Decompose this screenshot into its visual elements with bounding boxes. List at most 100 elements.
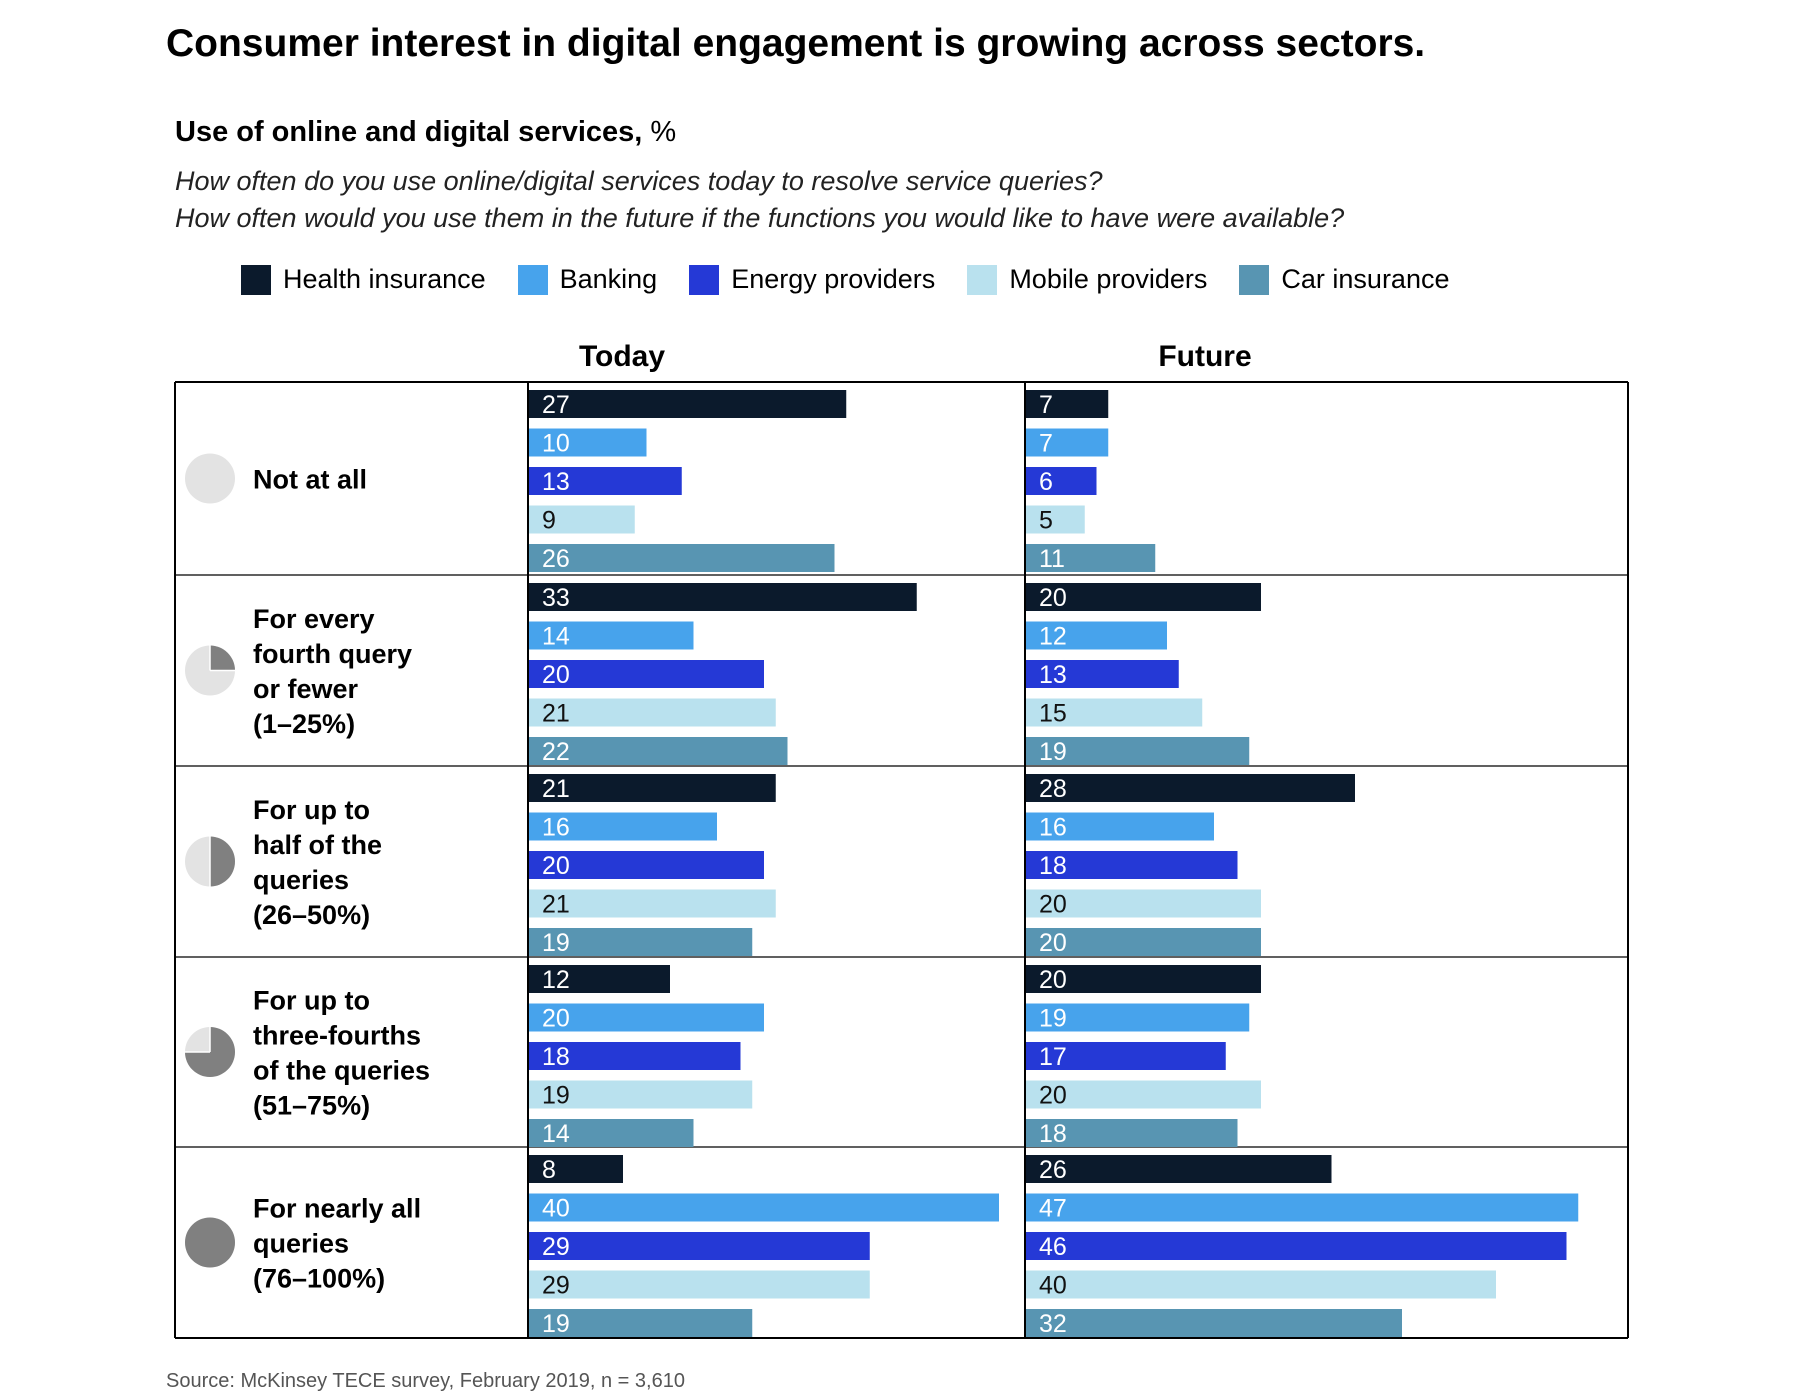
legend-label: Health insurance [283, 264, 486, 294]
bar-today-health-insurance [529, 1155, 623, 1183]
bar-future-banking [1026, 621, 1167, 650]
bar-value-label: 17 [1039, 1043, 1067, 1071]
category-label: queries [253, 865, 349, 895]
bar-value-label: 7 [1039, 391, 1053, 419]
bar-value-label: 20 [1039, 966, 1067, 994]
category-label: For nearly all [253, 1194, 421, 1224]
bar-value-label: 19 [1039, 738, 1067, 766]
bar-value-label: 20 [542, 1005, 570, 1033]
bar-value-label: 18 [1039, 1120, 1067, 1148]
bar-value-label: 19 [1039, 1005, 1067, 1033]
bar-today-banking [529, 812, 717, 841]
bar-future-car-insurance [1026, 1309, 1402, 1337]
bar-future-health-insurance [1026, 1155, 1332, 1183]
category-label: fourth query [253, 639, 412, 669]
bar-value-label: 8 [542, 1156, 556, 1184]
category-label: Not at all [253, 465, 367, 495]
bar-value-label: 20 [1039, 1082, 1067, 1110]
bar-value-label: 6 [1039, 468, 1053, 496]
bar-today-mobile-providers [529, 1270, 870, 1299]
bar-value-label: 12 [542, 966, 570, 994]
bar-today-health-insurance [529, 774, 776, 802]
bar-today-car-insurance [529, 1119, 694, 1147]
category-label: For up to [253, 795, 370, 825]
bar-future-mobile-providers [1026, 1080, 1261, 1109]
bar-value-label: 20 [1039, 584, 1067, 612]
category-label: or fewer [253, 674, 359, 704]
bar-value-label: 16 [542, 814, 570, 842]
category-label: (26–50%) [253, 900, 370, 930]
legend: Health insurance Banking Energy provider… [241, 264, 1481, 295]
bar-today-banking [529, 428, 647, 457]
bar-today-health-insurance [529, 583, 917, 611]
bar-today-mobile-providers [529, 1080, 753, 1109]
bar-value-label: 29 [542, 1272, 570, 1300]
bar-today-mobile-providers [529, 889, 776, 918]
bar-future-health-insurance [1026, 583, 1261, 611]
pie-indicator-background [185, 453, 235, 504]
legend-swatch [689, 264, 720, 295]
category-label: (1–25%) [253, 709, 355, 739]
legend-swatch [517, 264, 548, 295]
pie-indicator-fill [185, 1217, 235, 1268]
bar-value-label: 18 [542, 1043, 570, 1071]
bar-value-label: 13 [1039, 661, 1067, 689]
bar-today-car-insurance [529, 737, 788, 765]
bar-future-health-insurance [1026, 774, 1355, 802]
bar-value-label: 22 [542, 738, 570, 766]
bar-future-banking [1026, 428, 1109, 457]
legend-label: Banking [559, 264, 658, 294]
category-label: queries [253, 1229, 349, 1259]
bar-future-car-insurance [1026, 1119, 1238, 1147]
bar-value-label: 46 [1039, 1233, 1067, 1261]
bar-value-label: 19 [542, 1082, 570, 1110]
bar-value-label: 14 [542, 623, 570, 651]
bar-value-label: 5 [1039, 507, 1053, 535]
legend-item-health-insurance: Health insurance [241, 264, 486, 295]
bar-value-label: 12 [1039, 623, 1067, 651]
bar-value-label: 21 [542, 775, 570, 803]
bar-today-mobile-providers [529, 505, 635, 534]
category-label: For every [253, 604, 375, 634]
bar-value-label: 16 [1039, 814, 1067, 842]
legend-label: Energy providers [731, 264, 936, 294]
category-label: of the queries [253, 1056, 430, 1086]
bar-today-health-insurance [529, 965, 670, 993]
bar-future-energy-providers [1026, 851, 1238, 879]
bar-future-health-insurance [1026, 390, 1109, 418]
bar-value-label: 28 [1039, 775, 1067, 803]
bar-value-label: 19 [542, 1310, 570, 1338]
subtitle-text: Use of online and digital services, [175, 116, 643, 148]
legend-swatch [1239, 264, 1270, 295]
legend-item-car-insurance: Car insurance [1239, 264, 1449, 295]
bar-today-mobile-providers [529, 698, 776, 727]
chart-title: Consumer interest in digital engagement … [166, 22, 1426, 65]
bar-today-health-insurance [529, 390, 847, 418]
legend-label: Mobile providers [1009, 264, 1208, 294]
bar-value-label: 29 [542, 1233, 570, 1261]
bar-today-energy-providers [529, 851, 764, 879]
bar-today-energy-providers [529, 1042, 741, 1070]
bar-value-label: 26 [1039, 1156, 1067, 1184]
question-today: How often do you use online/digital serv… [175, 166, 1103, 196]
bar-value-label: 20 [1039, 891, 1067, 919]
bar-value-label: 19 [542, 929, 570, 957]
bar-future-banking [1026, 812, 1214, 841]
bar-value-label: 21 [542, 700, 570, 728]
bar-today-car-insurance [529, 1309, 753, 1337]
subtitle-unit: % [650, 116, 677, 148]
bar-value-label: 20 [542, 661, 570, 689]
bar-future-energy-providers [1026, 660, 1179, 688]
bar-future-mobile-providers [1026, 1270, 1496, 1299]
category-label: For up to [253, 986, 370, 1016]
bar-value-label: 7 [1039, 430, 1053, 458]
bar-today-car-insurance [529, 544, 835, 572]
bar-value-label: 47 [1039, 1195, 1067, 1223]
bar-future-mobile-providers [1026, 505, 1085, 534]
bar-value-label: 20 [1039, 929, 1067, 957]
bar-value-label: 40 [1039, 1272, 1067, 1300]
category-label: (76–100%) [253, 1264, 385, 1294]
bar-future-energy-providers [1026, 1232, 1567, 1260]
bar-today-energy-providers [529, 467, 682, 495]
